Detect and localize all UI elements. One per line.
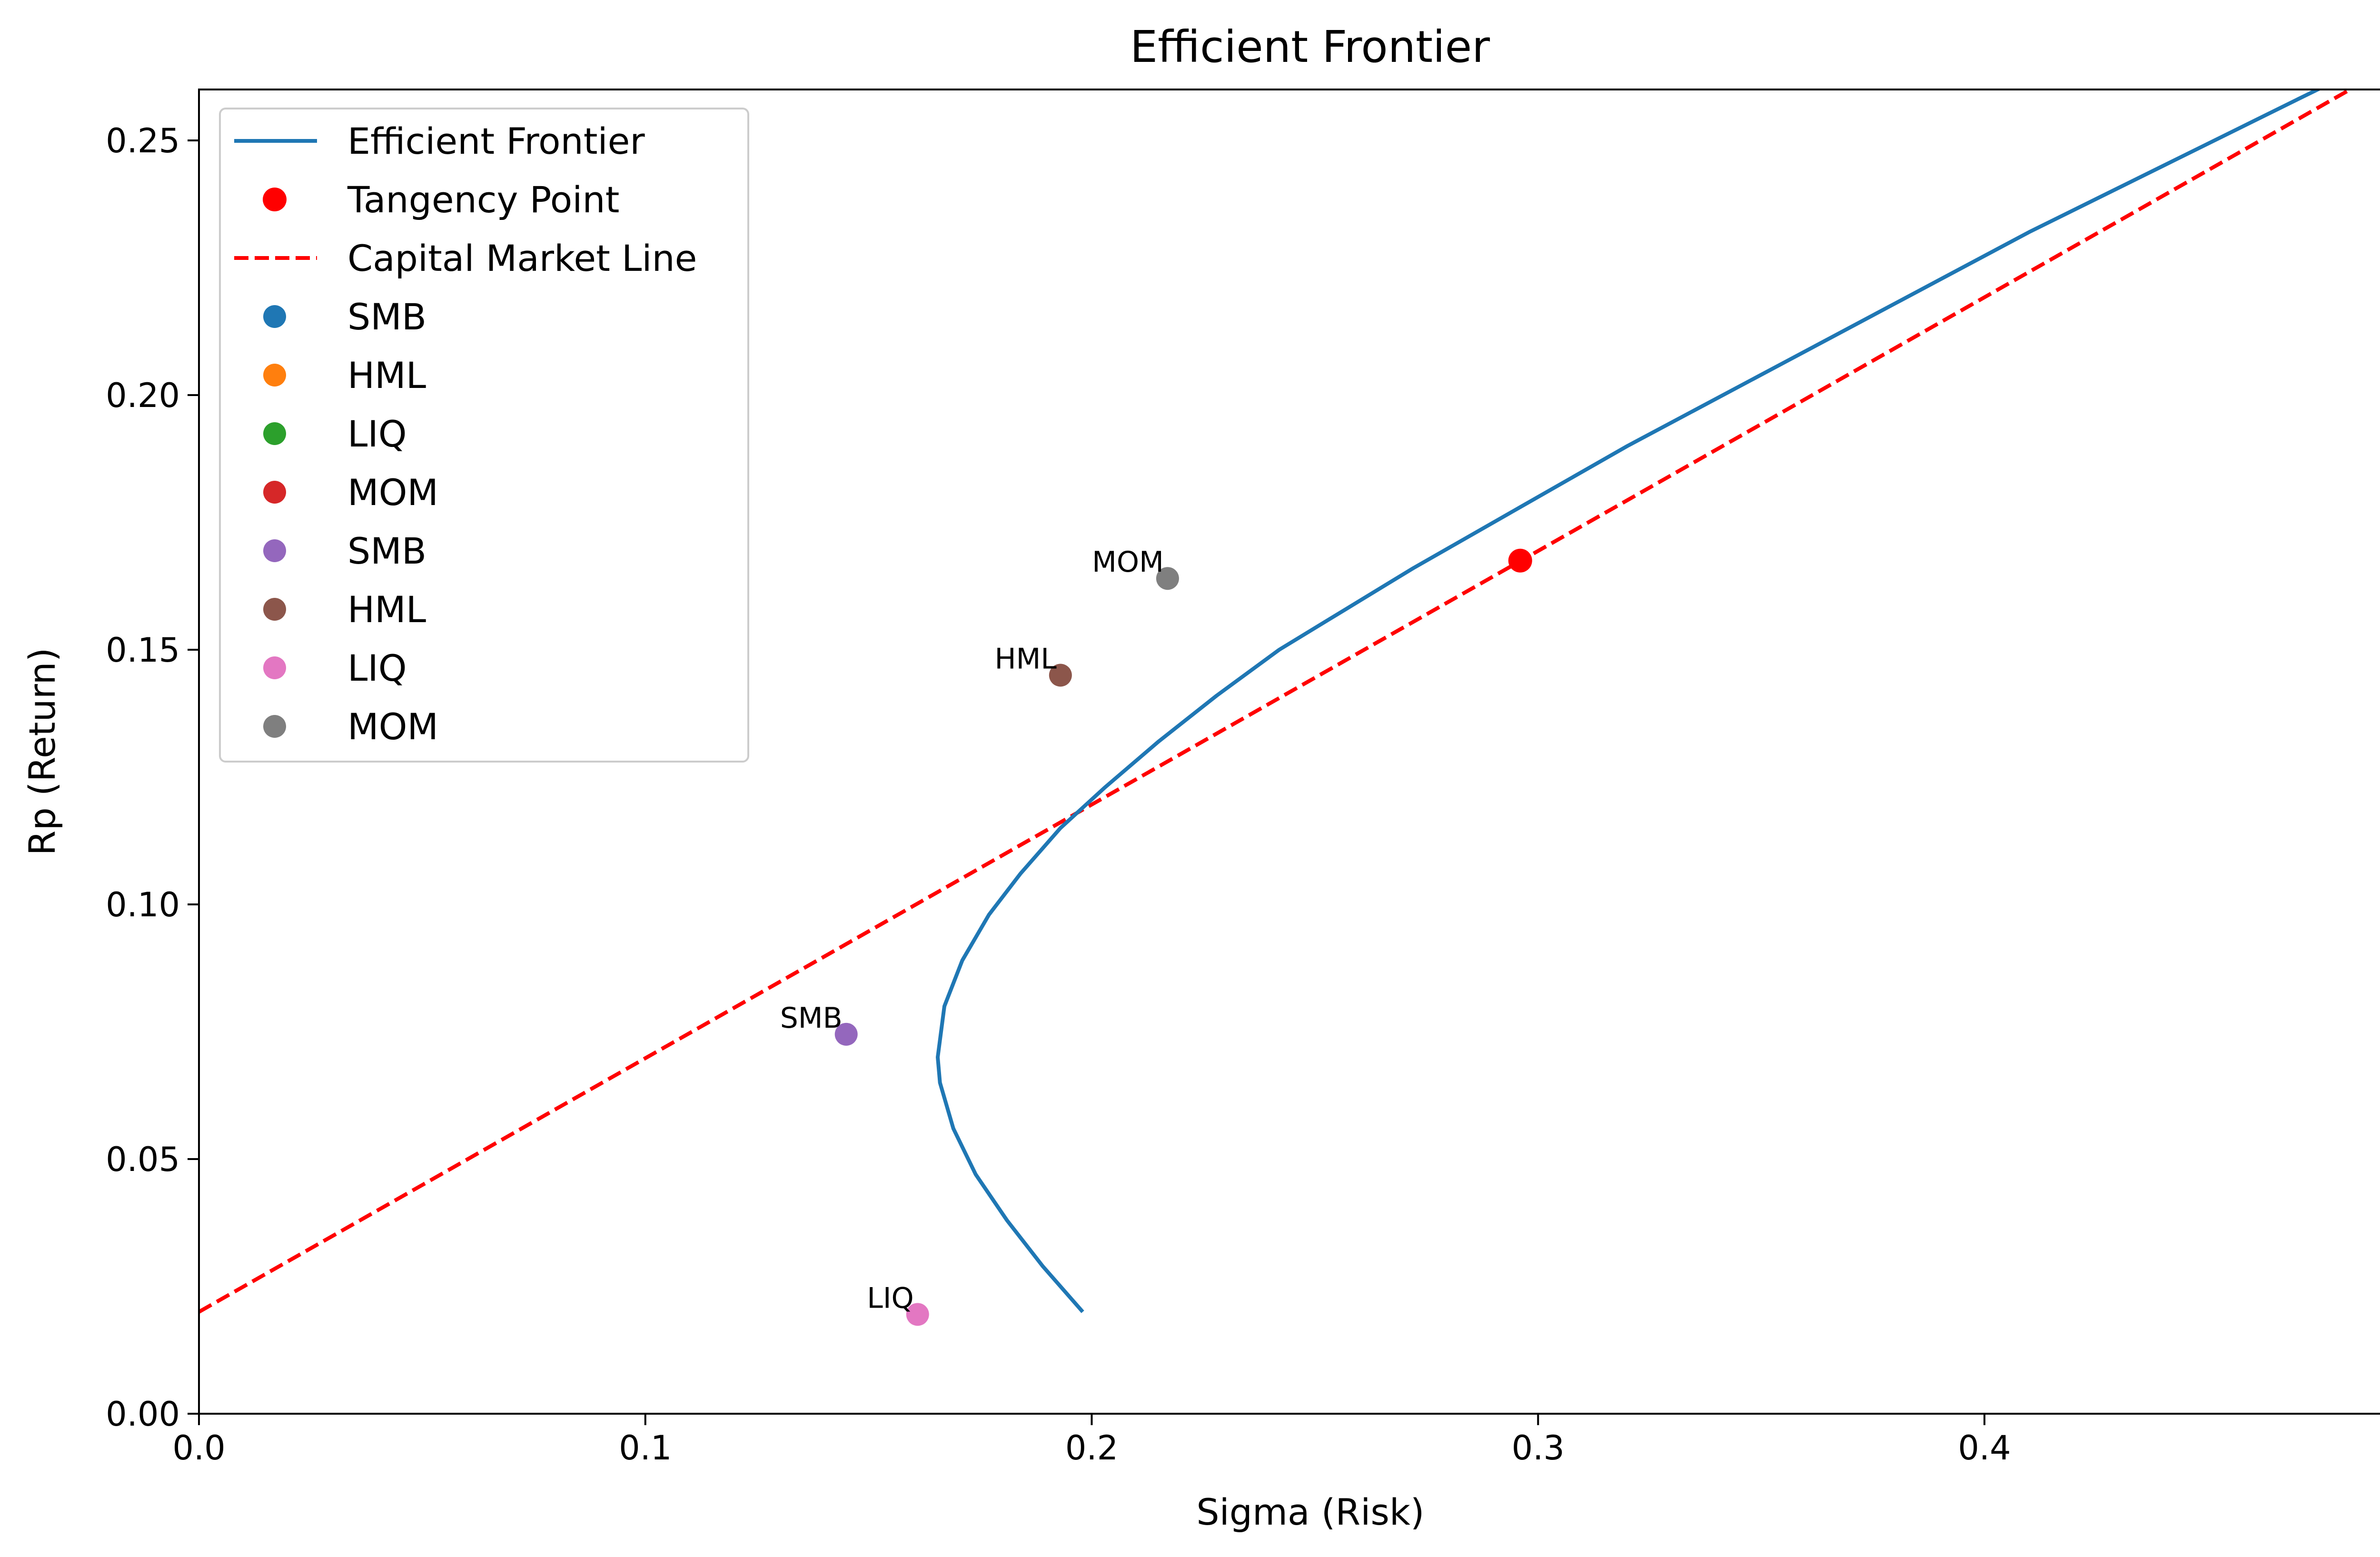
asset-label-hml: HML — [995, 643, 1057, 676]
legend-entry-smb-label: SMB — [347, 530, 426, 572]
legend-entry-tangency-point-label: Tangency Point — [347, 179, 619, 221]
axis-ticks: 0.0 0.1 0.2 0.3 0.4 0.00 0.05 0.10 0.15 0.20 0.25 — [106, 121, 2011, 1468]
asset-point-smb — [834, 1022, 858, 1046]
asset-point-mom — [1156, 567, 1179, 590]
legend-entry-hml-symbol — [263, 598, 286, 621]
efficient-frontier-line — [936, 89, 2322, 1313]
legend-entry-mom-label: MOM — [347, 705, 438, 748]
chart-title: Efficient Frontier — [1130, 21, 1490, 72]
plot-frame — [198, 89, 2380, 1415]
legend-entry-hml-symbol — [263, 364, 286, 387]
x-tick-label: 0.0 — [172, 1428, 225, 1468]
legend: Efficient Frontier Tangency Point Capital … — [219, 108, 749, 763]
plot-area: SMB HML LIQ MOM — [199, 89, 2354, 1326]
plot-series — [199, 89, 2354, 1326]
x-tick-label: 0.4 — [1958, 1428, 2011, 1468]
legend-entry-efficient-frontier-label: Efficient Frontier — [347, 120, 645, 162]
x-axis-label: Sigma (Risk) — [1196, 1491, 1424, 1533]
y-tick-label: 0.20 — [106, 376, 180, 415]
legend-box — [219, 108, 749, 763]
y-axis-label: Rp (Return) — [21, 648, 63, 856]
capital-market-line — [199, 89, 2354, 1314]
asset-label-liq: LIQ — [867, 1281, 913, 1315]
legend-entry-hml-label: HML — [347, 354, 426, 397]
legend-entry-mom-symbol — [263, 715, 286, 738]
legend-entry-mom-symbol — [263, 481, 286, 504]
x-tick-label: 0.2 — [1065, 1428, 1118, 1468]
asset-label-mom: MOM — [1092, 545, 1164, 579]
legend-entry-smb-label: SMB — [347, 296, 426, 338]
asset-point-hml — [1049, 664, 1072, 687]
legend-entry-hml-label: HML — [347, 588, 426, 631]
legend-entry-liq-symbol — [263, 422, 286, 445]
x-tick-label: 0.3 — [1512, 1428, 1565, 1468]
legend-entry-mom-label: MOM — [347, 471, 438, 514]
asset-label-smb: SMB — [780, 1002, 843, 1035]
y-tick-label: 0.25 — [106, 121, 180, 160]
legend-entry-tangency-point-symbol — [263, 188, 287, 211]
y-tick-label: 0.05 — [106, 1140, 180, 1179]
y-tick-label: 0.15 — [106, 631, 180, 670]
legend-entry-liq-label: LIQ — [347, 413, 407, 455]
y-tick-label: 0.10 — [106, 885, 180, 924]
y-tick-label: 0.00 — [106, 1395, 180, 1434]
legend-entry-liq-symbol — [263, 656, 286, 679]
legend-entry-liq-label: LIQ — [347, 647, 407, 689]
legend-entry-capital-market-line-label: Capital Market Line — [347, 237, 697, 279]
tangency-point-marker — [1508, 548, 1532, 573]
legend-entry-smb-symbol — [263, 539, 286, 562]
legend-entry-smb-symbol — [263, 305, 286, 328]
asset-point-liq — [906, 1303, 929, 1326]
x-tick-label: 0.1 — [619, 1428, 672, 1468]
